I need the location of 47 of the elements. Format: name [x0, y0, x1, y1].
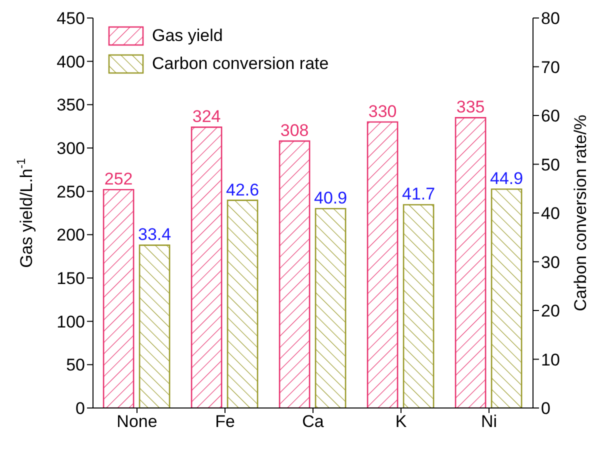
data-label: 308 [280, 121, 309, 140]
bar [366, 121, 398, 408]
data-label: 44.9 [490, 169, 524, 188]
data-label: 252 [104, 170, 133, 189]
x-tick-label: None [116, 412, 158, 432]
data-label: 40.9 [314, 188, 348, 208]
bar [454, 117, 486, 408]
y2-tick-label: 80 [541, 9, 560, 28]
y2-tick-label: 70 [541, 58, 560, 77]
y-tick-label: 50 [66, 356, 85, 375]
y2-tick-label: 20 [541, 302, 560, 321]
data-label: 41.7 [402, 184, 436, 204]
y-tick-label: 400 [56, 52, 85, 72]
bar [490, 188, 522, 408]
data-label: 42.6 [226, 180, 260, 200]
y-tick-label: 300 [56, 139, 85, 158]
y-tick-label: 150 [56, 269, 85, 288]
bar [138, 244, 170, 408]
x-tick-label: Ni [480, 412, 498, 432]
y-tick-label: 100 [56, 312, 85, 332]
legend-label: Carbon conversion rate [152, 53, 329, 75]
y-tick-label: 0 [76, 399, 85, 418]
bar [226, 200, 258, 408]
bar [402, 204, 434, 408]
data-label: 33.4 [138, 225, 172, 244]
bar [102, 188, 134, 408]
y-tick-label: 450 [56, 9, 85, 28]
y2-tick-label: 40 [541, 204, 560, 224]
bar [190, 126, 222, 408]
y2-tick-label: 60 [541, 106, 560, 126]
y-tick-label: 350 [56, 96, 85, 115]
data-label: 335 [456, 98, 485, 117]
x-tick-label: K [395, 412, 408, 432]
legend-label: Gas yield [152, 25, 223, 47]
bar [278, 140, 310, 408]
y-tick-label: 200 [56, 226, 85, 245]
data-label: 324 [192, 107, 221, 126]
y2-tick-label: 10 [541, 350, 560, 370]
y-tick-label: 250 [56, 182, 85, 202]
data-label: 330 [368, 102, 397, 121]
x-tick-label: Ca [302, 412, 324, 432]
y2-tick-label: 0 [541, 399, 550, 418]
x-tick-label: Fe [215, 412, 235, 432]
y2-tick-label: 50 [541, 155, 560, 174]
y2-tick-label: 30 [541, 252, 560, 272]
y2-axis-title: Carbon conversion rate/% [571, 114, 590, 312]
bar [314, 208, 346, 408]
